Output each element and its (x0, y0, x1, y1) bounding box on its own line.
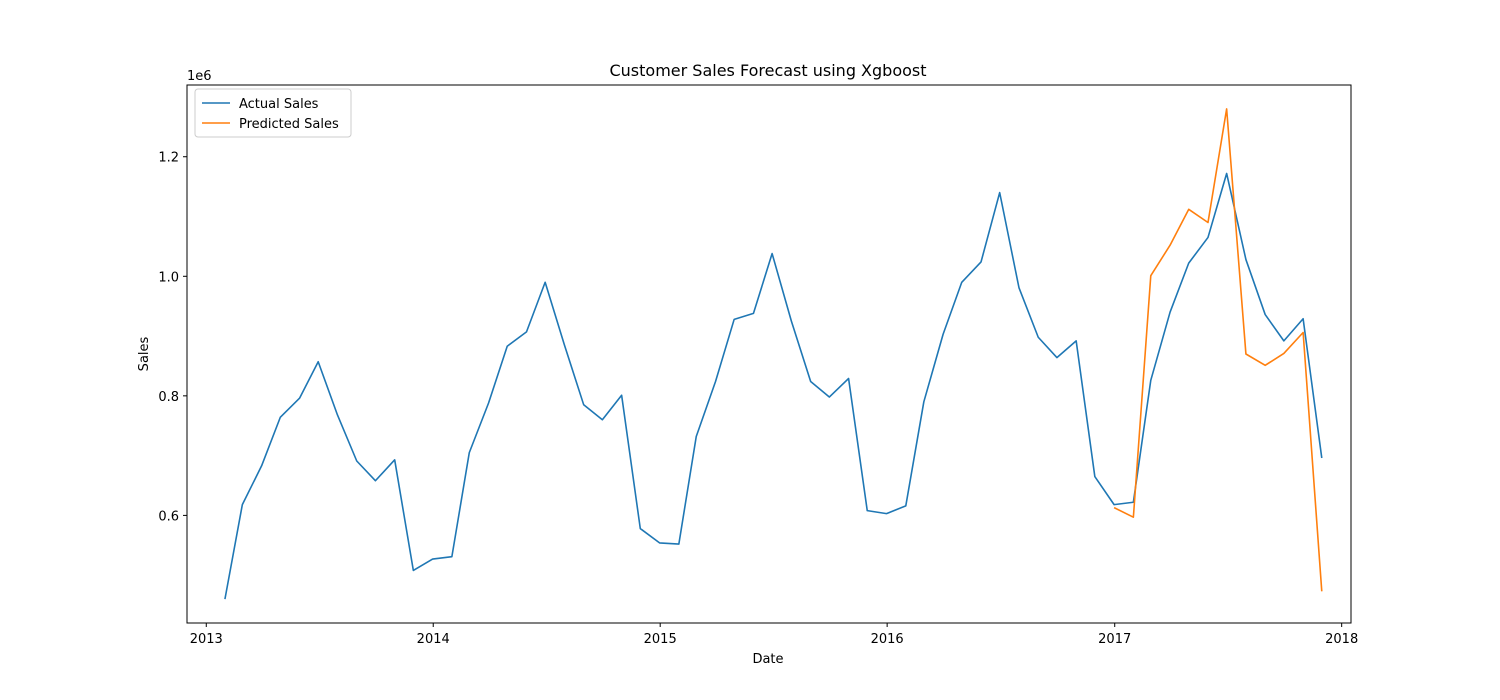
x-tick-label: 2014 (417, 632, 450, 647)
y-tick-label: 1.0 (158, 270, 179, 285)
series-line-actual-sales (224, 172, 1323, 600)
legend: Actual Sales Predicted Sales (194, 88, 352, 138)
y-axis-label: Sales (137, 336, 152, 371)
x-tick-label: 2018 (1325, 632, 1358, 647)
x-tick-label: 2016 (871, 632, 904, 647)
plot-area (186, 84, 1352, 624)
y-tick-label: 0.6 (158, 509, 179, 524)
x-tick-label: 2013 (190, 632, 223, 647)
series-line-predicted-sales (1113, 108, 1323, 592)
y-tick-label: 1.2 (158, 151, 179, 166)
plot-frame (186, 84, 1352, 624)
y-offset-label: 1e6 (187, 69, 212, 84)
chart-title: Customer Sales Forecast using Xgboost (609, 61, 926, 80)
legend-label-predicted-sales: Predicted Sales (239, 117, 339, 132)
legend-frame (194, 88, 352, 138)
x-axis-ticks: 2013 2014 2015 2016 2017 2018 (190, 623, 1358, 647)
x-axis-label: Date (752, 652, 783, 667)
plot-background (187, 85, 1351, 623)
y-tick-label: 0.8 (158, 390, 179, 405)
legend-label-actual-sales: Actual Sales (239, 97, 319, 112)
series-layer (224, 108, 1323, 600)
x-tick-label: 2015 (644, 632, 677, 647)
x-tick-label: 2017 (1098, 632, 1131, 647)
y-axis-ticks: 0.6 0.8 1.0 1.2 (158, 151, 187, 524)
